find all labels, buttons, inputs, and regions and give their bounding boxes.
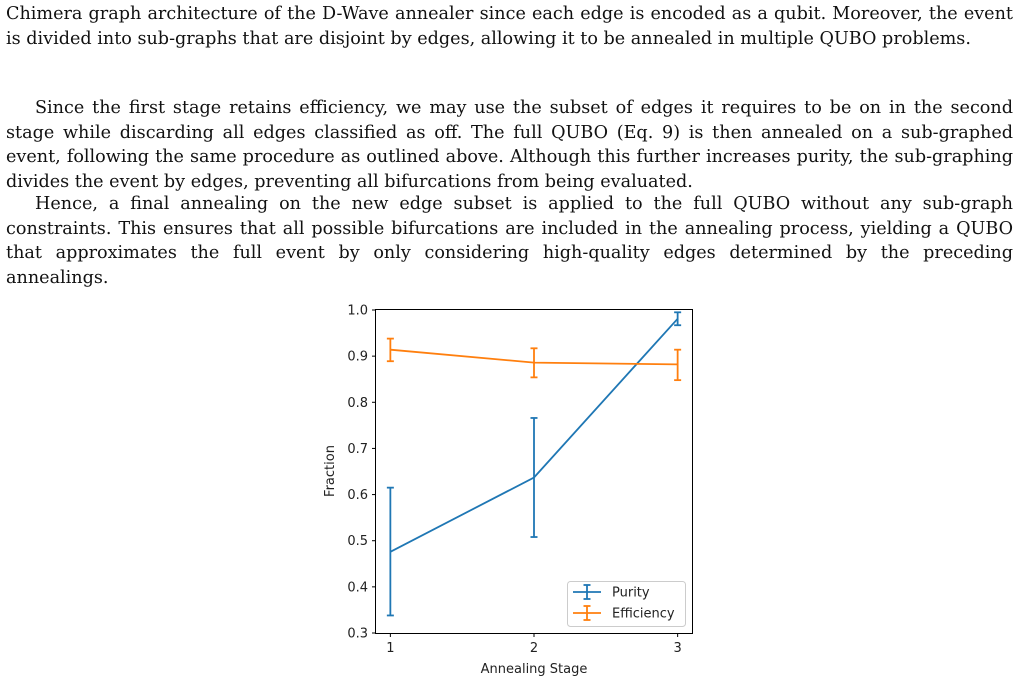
legend-label: Efficiency — [612, 607, 675, 622]
x-tick-label: 2 — [530, 641, 538, 656]
y-tick-label: 0.7 — [347, 442, 368, 457]
legend-label: Purity — [612, 586, 650, 601]
legend: Purity Efficiency — [567, 581, 686, 627]
y-tick-label: 0.4 — [347, 580, 368, 595]
y-tick-label: 0.5 — [347, 534, 368, 549]
x-axis-label: Annealing Stage — [481, 662, 588, 677]
paragraph-2: Since the first stage retains efficiency… — [6, 98, 1013, 192]
paragraph-1: Chimera graph architecture of the D-Wave… — [6, 4, 1013, 49]
x-tick-label: 3 — [673, 641, 681, 656]
y-tick-label: 0.9 — [347, 350, 368, 365]
y-axis-label: Fraction — [323, 445, 338, 497]
y-tick-label: 0.8 — [347, 396, 368, 411]
y-tick-label: 0.6 — [347, 488, 368, 503]
x-tick-label: 1 — [386, 641, 394, 656]
y-tick-label: 0.3 — [347, 627, 368, 642]
paragraph-3: Hence, a final annealing on the new edge… — [6, 194, 1013, 288]
y-tick-label: 1.0 — [347, 304, 368, 319]
